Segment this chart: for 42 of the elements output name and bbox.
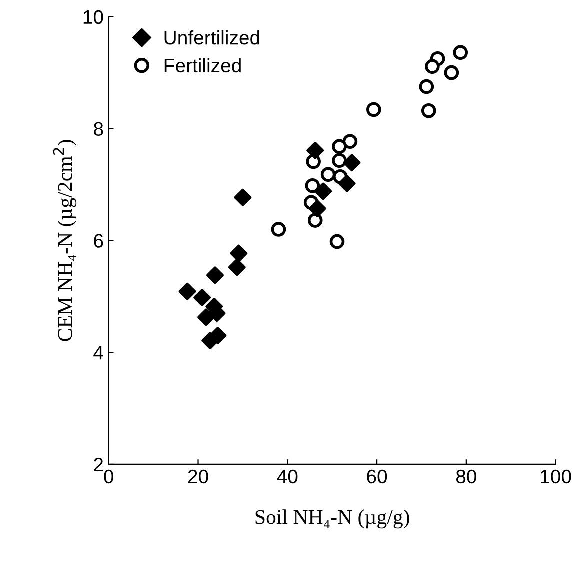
y-axis-title: CEM NH₄-N (µg/2cm$^{2}$): [53, 140, 77, 342]
point: [202, 332, 219, 350]
x-tick-label: 20: [188, 470, 208, 484]
point: [194, 289, 211, 306]
point: [421, 103, 436, 118]
point: [271, 222, 286, 237]
point: [306, 142, 324, 160]
point: [308, 213, 323, 228]
point: [332, 153, 347, 168]
point: [314, 182, 332, 200]
x-tick-label: 100: [541, 470, 572, 484]
x-tick-label: 60: [367, 470, 388, 484]
legend-label: Unfertilized: [164, 30, 260, 45]
point: [178, 282, 196, 300]
y-tick-label: 4: [94, 346, 104, 360]
x-tick-label: 0: [104, 470, 114, 484]
point: [342, 134, 358, 150]
legend-label: Fertilized: [164, 58, 241, 73]
point: [320, 167, 336, 182]
y-tick-label: 10: [84, 10, 104, 24]
x-tick-label: 40: [277, 470, 298, 484]
point: [425, 59, 440, 74]
point: [453, 45, 468, 60]
point: [444, 65, 460, 80]
y-tick-label: 2: [94, 458, 104, 472]
point: [234, 188, 252, 206]
x-tick-label: 80: [456, 470, 476, 484]
point: [230, 244, 248, 262]
x-axis-title: Soil NH₄-N (µg/g): [256, 510, 410, 529]
point: [228, 258, 246, 276]
point: [206, 266, 224, 284]
point: [366, 102, 382, 118]
y-tick-label: 8: [94, 122, 104, 136]
point: [305, 178, 320, 194]
y-tick-label: 6: [94, 234, 104, 248]
point: [332, 139, 347, 154]
point: [419, 79, 434, 94]
point: [198, 308, 215, 326]
point: [330, 234, 345, 250]
point: [308, 200, 326, 218]
point: [343, 154, 361, 172]
point: [338, 174, 356, 192]
